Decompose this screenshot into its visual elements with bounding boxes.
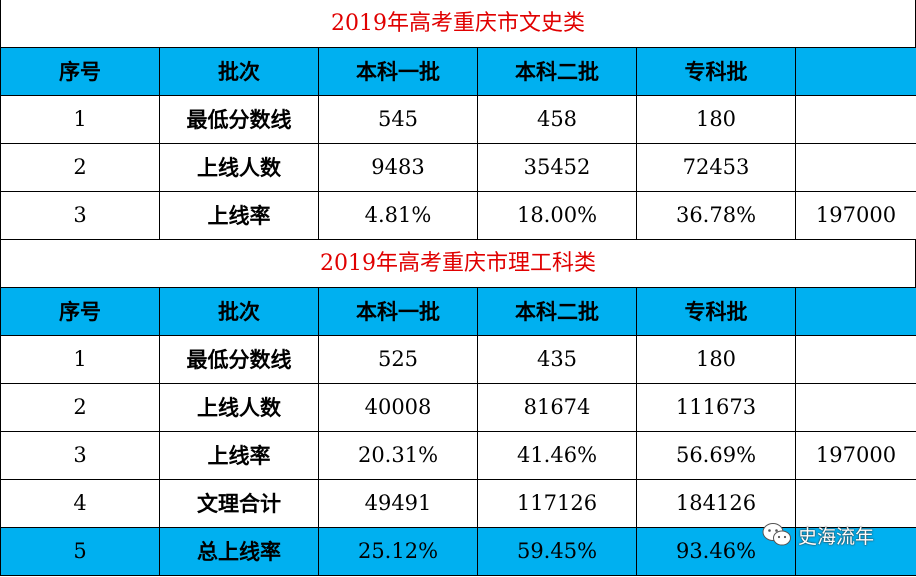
cell bbox=[795, 95, 916, 144]
cell: 3 bbox=[0, 431, 160, 480]
cell: 25.12% bbox=[318, 527, 478, 576]
cell: 40008 bbox=[318, 383, 478, 432]
header-cell: 专科批 bbox=[636, 47, 796, 96]
cell: 文理合计 bbox=[159, 479, 319, 528]
header-cell: 专科批 bbox=[636, 287, 796, 336]
table-row: 3 上线率 20.31% 41.46% 56.69% 197000 bbox=[0, 431, 916, 480]
cell: 4.81% bbox=[318, 191, 478, 240]
header-cell: 批次 bbox=[159, 47, 319, 96]
table2-header-row: 序号 批次 本科一批 本科二批 专科批 bbox=[0, 287, 916, 336]
cell bbox=[795, 383, 916, 432]
cell: 41.46% bbox=[477, 431, 637, 480]
cell: 458 bbox=[477, 95, 637, 144]
header-cell: 本科二批 bbox=[477, 47, 637, 96]
watermark-text: 史海流年 bbox=[798, 525, 875, 548]
cell: 435 bbox=[477, 335, 637, 384]
table1-header-row: 序号 批次 本科一批 本科二批 专科批 bbox=[0, 47, 916, 96]
cell: 1 bbox=[0, 335, 160, 384]
table-row: 1 最低分数线 545 458 180 bbox=[0, 95, 916, 144]
table-row: 4 文理合计 49491 117126 184126 bbox=[0, 479, 916, 528]
table2: 序号 批次 本科一批 本科二批 专科批 1 最低分数线 525 435 180 … bbox=[0, 287, 916, 576]
cell: 197000 bbox=[795, 191, 916, 240]
table2-title: 2019年高考重庆市理工科类 bbox=[0, 240, 916, 287]
cell bbox=[795, 335, 916, 384]
cell: 35452 bbox=[477, 143, 637, 192]
cell: 上线人数 bbox=[159, 143, 319, 192]
cell: 180 bbox=[636, 335, 796, 384]
cell: 117126 bbox=[477, 479, 637, 528]
cell: 184126 bbox=[636, 479, 796, 528]
table-row-total: 5 总上线率 25.12% 59.45% 93.46% bbox=[0, 527, 916, 576]
cell: 81674 bbox=[477, 383, 637, 432]
table-row: 2 上线人数 9483 35452 72453 bbox=[0, 143, 916, 192]
header-cell: 本科一批 bbox=[318, 287, 478, 336]
table1: 序号 批次 本科一批 本科二批 专科批 1 最低分数线 545 458 180 … bbox=[0, 47, 916, 240]
cell: 总上线率 bbox=[159, 527, 319, 576]
table-row: 2 上线人数 40008 81674 111673 bbox=[0, 383, 916, 432]
cell bbox=[795, 527, 916, 576]
wechat-icon bbox=[762, 523, 791, 546]
table-row: 3 上线率 4.81% 18.00% 36.78% 197000 bbox=[0, 191, 916, 240]
cell bbox=[795, 143, 916, 192]
table-row: 1 最低分数线 525 435 180 bbox=[0, 335, 916, 384]
header-cell: 本科二批 bbox=[477, 287, 637, 336]
cell: 上线率 bbox=[159, 431, 319, 480]
header-cell bbox=[795, 287, 916, 336]
cell: 上线人数 bbox=[159, 383, 319, 432]
cell: 18.00% bbox=[477, 191, 637, 240]
watermark: 史海流年 bbox=[762, 518, 874, 552]
cell: 525 bbox=[318, 335, 478, 384]
cell: 56.69% bbox=[636, 431, 796, 480]
cell: 111673 bbox=[636, 383, 796, 432]
header-cell bbox=[795, 47, 916, 96]
table1-title: 2019年高考重庆市文史类 bbox=[0, 0, 916, 47]
cell: 1 bbox=[0, 95, 160, 144]
cell: 197000 bbox=[795, 431, 916, 480]
cell: 3 bbox=[0, 191, 160, 240]
header-cell: 序号 bbox=[0, 287, 160, 336]
cell: 545 bbox=[318, 95, 478, 144]
cell: 2 bbox=[0, 383, 160, 432]
header-cell: 本科一批 bbox=[318, 47, 478, 96]
header-cell: 批次 bbox=[159, 287, 319, 336]
cell: 49491 bbox=[318, 479, 478, 528]
cell: 20.31% bbox=[318, 431, 478, 480]
header-cell: 序号 bbox=[0, 47, 160, 96]
cell: 上线率 bbox=[159, 191, 319, 240]
cell: 最低分数线 bbox=[159, 95, 319, 144]
cell: 最低分数线 bbox=[159, 335, 319, 384]
cell: 36.78% bbox=[636, 191, 796, 240]
cell: 2 bbox=[0, 143, 160, 192]
cell: 9483 bbox=[318, 143, 478, 192]
cell: 5 bbox=[0, 527, 160, 576]
cell: 4 bbox=[0, 479, 160, 528]
cell: 72453 bbox=[636, 143, 796, 192]
cell: 180 bbox=[636, 95, 796, 144]
cell: 59.45% bbox=[477, 527, 637, 576]
